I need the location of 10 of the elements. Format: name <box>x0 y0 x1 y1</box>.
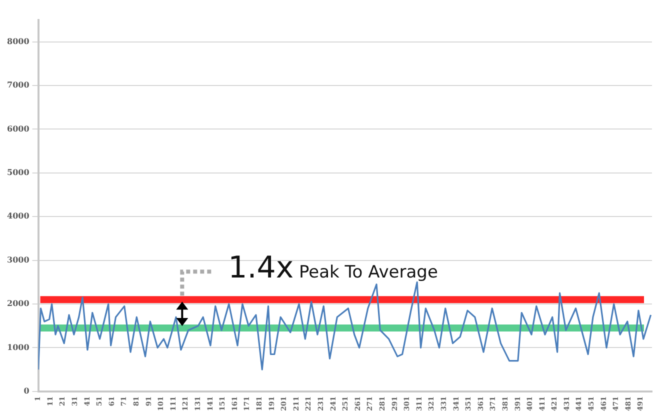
y-tick-label: 5000 <box>7 167 30 178</box>
annotation: 1.4x Peak To Average <box>228 250 438 286</box>
y-tick-label: 0 <box>24 385 30 396</box>
y-tick-label: 3000 <box>7 254 30 264</box>
y-tick-label: 6000 <box>7 123 30 134</box>
y-tick-label: 7000 <box>7 80 30 90</box>
y-tick-label: 4000 <box>7 210 30 221</box>
y-tick-label: 1000 <box>7 342 30 352</box>
y-tick-label: 2000 <box>7 298 30 308</box>
y-tick-label: 8000 <box>7 36 30 46</box>
